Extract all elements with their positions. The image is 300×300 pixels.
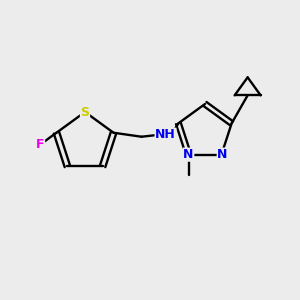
Text: N: N	[217, 148, 228, 161]
Text: N: N	[183, 148, 194, 161]
Text: F: F	[36, 138, 44, 151]
Text: NH: NH	[155, 128, 176, 141]
Text: S: S	[80, 106, 89, 118]
